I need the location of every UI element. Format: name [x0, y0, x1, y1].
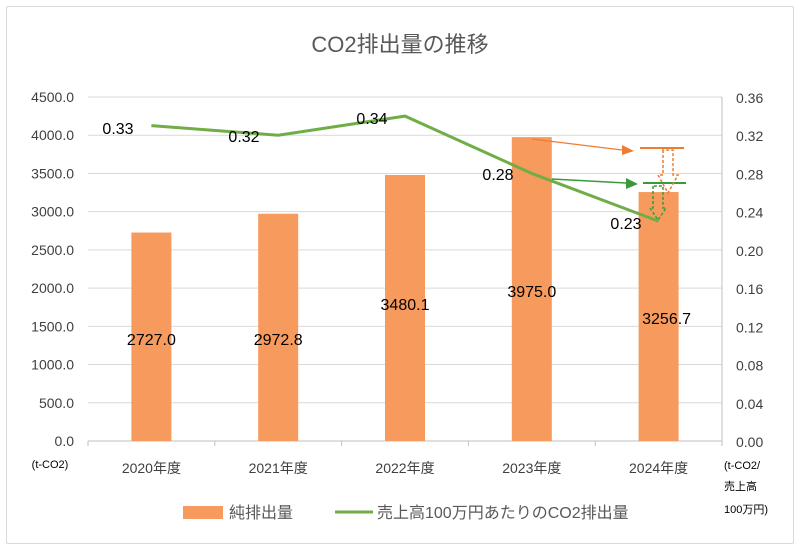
- bar: [385, 174, 425, 441]
- x-tick-label: 2023年度: [502, 460, 561, 476]
- right-axis-unit-2: 売上高: [724, 479, 757, 493]
- orange-arrow-head: [622, 145, 634, 155]
- line-data-label: 0.23: [610, 216, 641, 233]
- bar: [638, 192, 679, 441]
- bar: [258, 213, 299, 441]
- green-dashed-down-arrow: [648, 185, 668, 222]
- orange-arrow-line: [531, 138, 623, 151]
- bar: [511, 137, 552, 441]
- orange-dashed-down-arrow: [656, 149, 680, 195]
- right-tick-label: 0.24: [736, 205, 763, 221]
- bar: [131, 232, 172, 441]
- green-arrow-line: [551, 178, 627, 184]
- legend-bar-label: 純排出量: [229, 504, 293, 522]
- x-tick-label: 2021年度: [249, 460, 308, 476]
- left-tick-label: 2500.0: [31, 242, 74, 258]
- bar-data-label: 2972.8: [254, 332, 303, 349]
- right-tick-label: 0.20: [736, 243, 763, 259]
- right-tick-label: 0.08: [736, 358, 763, 374]
- right-tick-label: 0.32: [736, 128, 763, 144]
- legend: 純排出量 売上高100万円あたりのCO2排出量: [183, 504, 629, 522]
- green-arrow-head: [626, 178, 638, 189]
- line-data-label: 0.32: [228, 129, 259, 146]
- right-tick-label: 0.12: [736, 319, 763, 335]
- right-axis-unit-3: 100万円): [724, 504, 768, 516]
- left-tick-label: 0.0: [55, 433, 75, 449]
- chart-title: CO2排出量の推移: [311, 32, 488, 57]
- legend-bar-swatch: [183, 506, 223, 519]
- chart-frame: [6, 6, 794, 544]
- left-tick-label: 4500.0: [31, 89, 74, 105]
- bar-data-label: 3256.7: [642, 311, 691, 328]
- left-tick-label: 2000.0: [31, 280, 74, 296]
- right-tick-label: 0.00: [736, 434, 763, 450]
- left-axis-unit: (t-CO2): [32, 459, 69, 471]
- bar-data-label: 3480.1: [381, 297, 430, 314]
- left-tick-label: 1000.0: [31, 357, 74, 373]
- left-tick-label: 4000.0: [31, 127, 74, 143]
- x-tick-label: 2022年度: [375, 460, 434, 476]
- legend-line-label: 売上高100万円あたりのCO2排出量: [377, 504, 629, 522]
- x-tick-label: 2020年度: [122, 460, 181, 476]
- bar-data-label: 3975.0: [507, 284, 556, 301]
- line-data-label: 0.28: [482, 167, 513, 184]
- right-tick-label: 0.04: [736, 396, 763, 412]
- right-tick-label: 0.16: [736, 281, 763, 297]
- right-axis-unit-1: (t-CO2/: [724, 460, 761, 472]
- left-tick-label: 3500.0: [31, 165, 74, 181]
- left-tick-label: 3000.0: [31, 204, 74, 220]
- bar-data-label: 2727.0: [127, 332, 176, 349]
- line-data-label: 0.34: [356, 111, 387, 128]
- line-data-label: 0.33: [102, 121, 133, 138]
- right-tick-label: 0.28: [736, 166, 763, 182]
- x-tick-label: 2024年度: [629, 460, 688, 476]
- left-tick-label: 1500.0: [31, 318, 74, 334]
- left-tick-label: 500.0: [39, 395, 74, 411]
- right-tick-label: 0.36: [736, 90, 763, 106]
